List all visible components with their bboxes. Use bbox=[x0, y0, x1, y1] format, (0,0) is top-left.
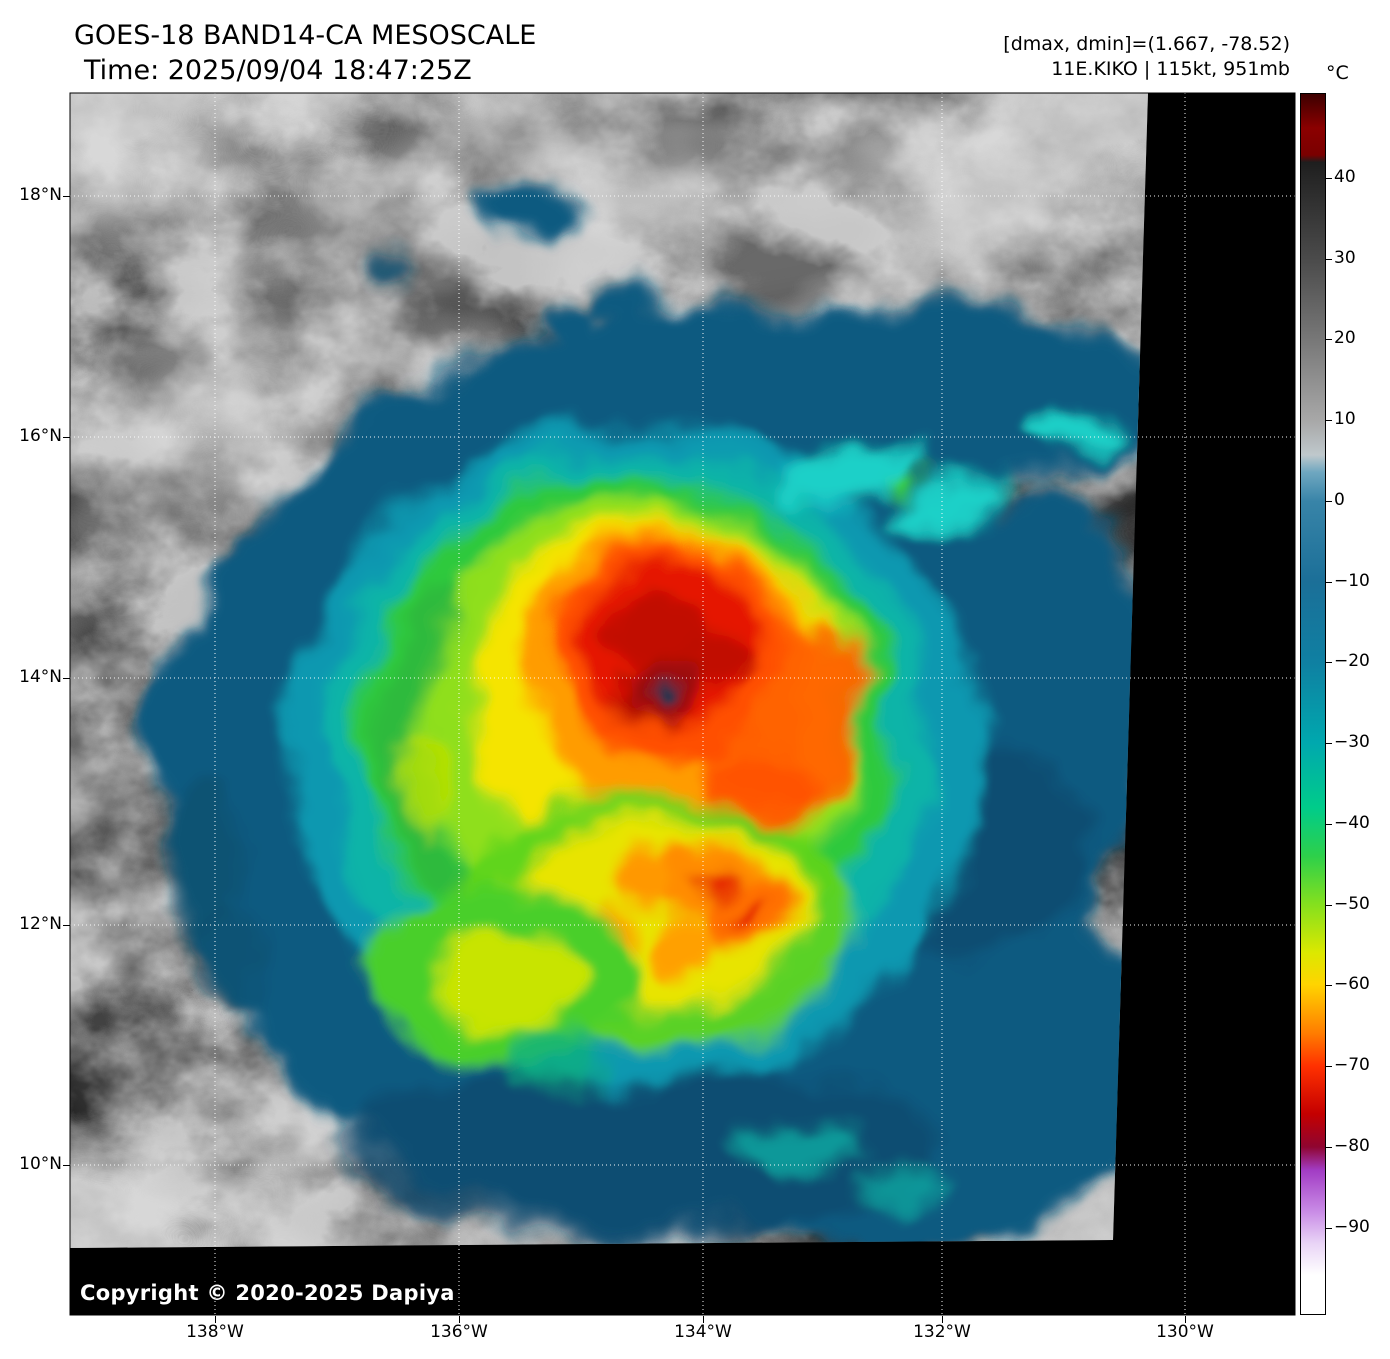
colorbar-tick-label: −40 bbox=[1334, 813, 1370, 833]
colorbar-tick bbox=[1326, 743, 1332, 744]
lon-tick bbox=[703, 1316, 704, 1323]
page-title: GOES-18 BAND14-CA MESOSCALE bbox=[74, 20, 537, 51]
dmax-dmin-readout: [dmax, dmin]=(1.667, -78.52) bbox=[1003, 33, 1290, 55]
lon-tick bbox=[942, 1316, 943, 1323]
colorbar-tick-label: −60 bbox=[1334, 974, 1370, 994]
colorbar-tick-label: −80 bbox=[1334, 1136, 1370, 1156]
lon-tick-label: 138°W bbox=[186, 1322, 244, 1342]
colorbar-tick-label: −20 bbox=[1334, 651, 1370, 671]
colorbar-tick-label: −50 bbox=[1334, 894, 1370, 914]
lat-tick bbox=[63, 678, 70, 679]
colorbar-tick bbox=[1326, 824, 1332, 825]
lat-tick-label: 14°N bbox=[19, 667, 62, 687]
map-plot-area bbox=[70, 93, 1295, 1315]
timestamp: Time: 2025/09/04 18:47:25Z bbox=[84, 55, 472, 86]
colorbar-tick-label: 0 bbox=[1334, 490, 1345, 510]
graticule-gridlines bbox=[70, 93, 1295, 1315]
colorbar-tick bbox=[1326, 339, 1332, 340]
colorbar-tick bbox=[1326, 178, 1332, 179]
header-right: [dmax, dmin]=(1.667, -78.52) 11E.KIKO | … bbox=[1003, 32, 1290, 82]
lon-tick bbox=[1185, 1316, 1186, 1323]
lon-tick-label: 130°W bbox=[1156, 1322, 1214, 1342]
storm-info: 11E.KIKO | 115kt, 951mb bbox=[1051, 58, 1290, 81]
copyright-notice: Copyright © 2020-2025 Dapiya bbox=[80, 1281, 455, 1305]
colorbar-tick-label: 10 bbox=[1334, 409, 1356, 429]
lat-tick-label: 16°N bbox=[19, 426, 62, 446]
colorbar-tick bbox=[1326, 501, 1332, 502]
storm-core bbox=[584, 559, 760, 731]
colorbar-tick bbox=[1326, 1066, 1332, 1067]
lat-tick-label: 10°N bbox=[19, 1154, 62, 1174]
spiral-bands bbox=[370, 591, 946, 1203]
lat-tick-label: 18°N bbox=[19, 185, 62, 205]
hurricane-eye bbox=[644, 683, 676, 709]
satellite-swath bbox=[70, 93, 1148, 1248]
colorbar-tick bbox=[1326, 985, 1332, 986]
lon-tick-label: 134°W bbox=[674, 1322, 732, 1342]
lon-tick bbox=[459, 1316, 460, 1323]
colorbar-tick-label: −70 bbox=[1334, 1055, 1370, 1075]
lon-tick-label: 132°W bbox=[913, 1322, 971, 1342]
plot-border bbox=[69, 92, 1296, 1316]
colorbar-tick bbox=[1326, 420, 1332, 421]
colorbar-tick-label: −10 bbox=[1334, 571, 1370, 591]
northeast-cyan-streaks bbox=[772, 417, 1120, 526]
colorbar-tick bbox=[1326, 662, 1332, 663]
lat-tick bbox=[63, 196, 70, 197]
lat-tick bbox=[63, 437, 70, 438]
colorbar-tick-label: −90 bbox=[1334, 1217, 1370, 1237]
colorbar-tick-label: 20 bbox=[1334, 328, 1356, 348]
colorbar-tick bbox=[1326, 1147, 1332, 1148]
colorbar-gradient bbox=[1300, 93, 1326, 1315]
colorbar-unit-label: °C bbox=[1326, 62, 1349, 84]
lon-tick bbox=[215, 1316, 216, 1323]
colorbar-tick bbox=[1326, 582, 1332, 583]
lat-tick bbox=[63, 925, 70, 926]
colorbar-tick bbox=[1326, 1228, 1332, 1229]
colorbar-tick-label: −30 bbox=[1334, 732, 1370, 752]
colorbar-tick bbox=[1326, 259, 1332, 260]
colorbar-tick-label: 30 bbox=[1334, 248, 1356, 268]
lat-tick bbox=[63, 1165, 70, 1166]
colorbar-tick-label: 40 bbox=[1334, 167, 1356, 187]
storm-colorized-field bbox=[140, 184, 1148, 1248]
lon-tick-label: 136°W bbox=[430, 1322, 488, 1342]
lat-tick-label: 12°N bbox=[19, 914, 62, 934]
colorbar-tick bbox=[1326, 905, 1332, 906]
